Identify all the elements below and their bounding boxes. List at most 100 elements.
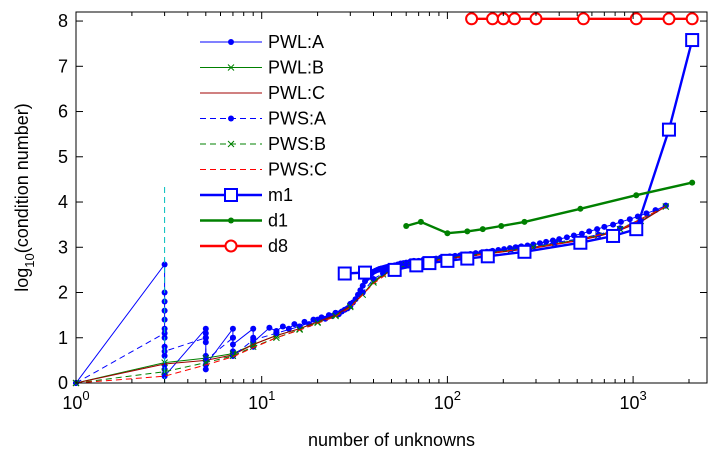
data-point <box>617 218 624 225</box>
data-point <box>626 216 633 223</box>
data-point <box>661 122 676 137</box>
data-point <box>250 337 257 344</box>
data-point <box>301 318 308 325</box>
y-tick-label: 4 <box>58 192 68 212</box>
data-point <box>285 325 292 332</box>
legend-marker <box>228 39 234 45</box>
data-point <box>444 230 451 237</box>
legend-label: PWL:A <box>268 32 324 52</box>
data-point <box>563 234 570 241</box>
y-tick-label: 1 <box>58 328 68 348</box>
series-m1 <box>337 33 700 281</box>
data-point <box>685 12 699 26</box>
x-tick-label-exp: 3 <box>640 388 647 403</box>
series-line <box>344 39 694 275</box>
y-axis-label-tail: (condition number) <box>12 103 32 253</box>
data-point <box>202 325 209 332</box>
x-tick-label-base: 10 <box>619 393 639 413</box>
data-point <box>250 325 257 332</box>
data-point <box>573 235 588 250</box>
data-point <box>358 265 373 280</box>
data-point <box>387 262 402 277</box>
series-d1 <box>403 179 696 237</box>
data-point <box>606 228 621 243</box>
y-tick-label: 7 <box>58 56 68 76</box>
data-point <box>229 352 237 360</box>
data-point <box>403 223 410 230</box>
data-point <box>480 249 495 264</box>
series-pwl-b <box>72 203 670 387</box>
x-tick-label: 101 <box>248 388 275 413</box>
data-point <box>685 33 700 48</box>
x-tick-label-exp: 2 <box>454 388 461 403</box>
legend-marker <box>227 140 235 148</box>
data-point <box>161 373 168 380</box>
data-point <box>161 330 168 337</box>
data-point <box>409 258 424 273</box>
data-point <box>498 223 505 230</box>
x-tick-label: 103 <box>619 388 646 413</box>
data-point <box>249 343 257 351</box>
plot-frame <box>75 11 708 384</box>
data-point <box>440 253 455 268</box>
data-point <box>465 12 479 26</box>
legend-marker <box>228 115 234 122</box>
legend-label: d1 <box>268 211 288 231</box>
data-point <box>266 324 273 331</box>
data-point <box>359 282 366 289</box>
legend-label: PWL:B <box>268 58 324 78</box>
data-point <box>662 12 676 26</box>
data-point <box>577 205 584 212</box>
x-tick-label-exp: 0 <box>82 388 89 403</box>
x-tick-label: 100 <box>62 388 89 413</box>
data-point <box>601 223 608 230</box>
data-point <box>629 222 644 237</box>
data-point <box>229 325 236 332</box>
data-point <box>273 330 280 337</box>
data-point <box>521 218 528 225</box>
legend: PWL:A PWL:B PWL:C PWS:A PWS:B PWS:C m1 d1 d8 <box>200 32 327 256</box>
series-d8 <box>465 12 699 26</box>
y-tick-label: 2 <box>58 283 68 303</box>
data-point <box>202 330 209 337</box>
x-tick-label: 102 <box>434 388 461 413</box>
data-point <box>689 179 696 186</box>
y-axis-label: log10(condition number) <box>12 103 37 292</box>
data-point <box>486 12 500 26</box>
data-point <box>291 321 298 328</box>
series-pws-b <box>72 203 670 387</box>
data-point <box>610 221 617 228</box>
y-tick-label: 0 <box>58 373 68 393</box>
data-point <box>370 279 377 286</box>
x-tick-label-base: 10 <box>248 393 268 413</box>
data-point <box>202 366 209 373</box>
data-point <box>273 334 280 342</box>
legend-marker <box>224 239 238 253</box>
x-axis-label: number of unknowns <box>308 430 475 450</box>
data-point <box>403 261 410 268</box>
y-tick-label: 8 <box>58 11 68 31</box>
y-tick-label: 3 <box>58 237 68 257</box>
data-point <box>479 226 486 233</box>
y-tick-label: 6 <box>58 102 68 122</box>
data-point <box>517 244 532 259</box>
data-point <box>359 289 366 296</box>
legend-marker <box>224 188 238 202</box>
data-point <box>202 334 209 341</box>
series-line <box>75 205 667 384</box>
data-point <box>417 218 424 225</box>
legend-label: PWS:B <box>268 134 326 154</box>
data-point <box>594 226 601 233</box>
data-point <box>578 230 585 237</box>
legend-marker <box>228 217 234 224</box>
data-point <box>643 210 650 217</box>
x-tick-label-base: 10 <box>434 393 454 413</box>
series-pwl-a <box>73 202 669 386</box>
data-point <box>464 228 471 235</box>
data-point <box>633 192 640 199</box>
data-point <box>337 266 352 281</box>
series-layer <box>72 12 700 387</box>
